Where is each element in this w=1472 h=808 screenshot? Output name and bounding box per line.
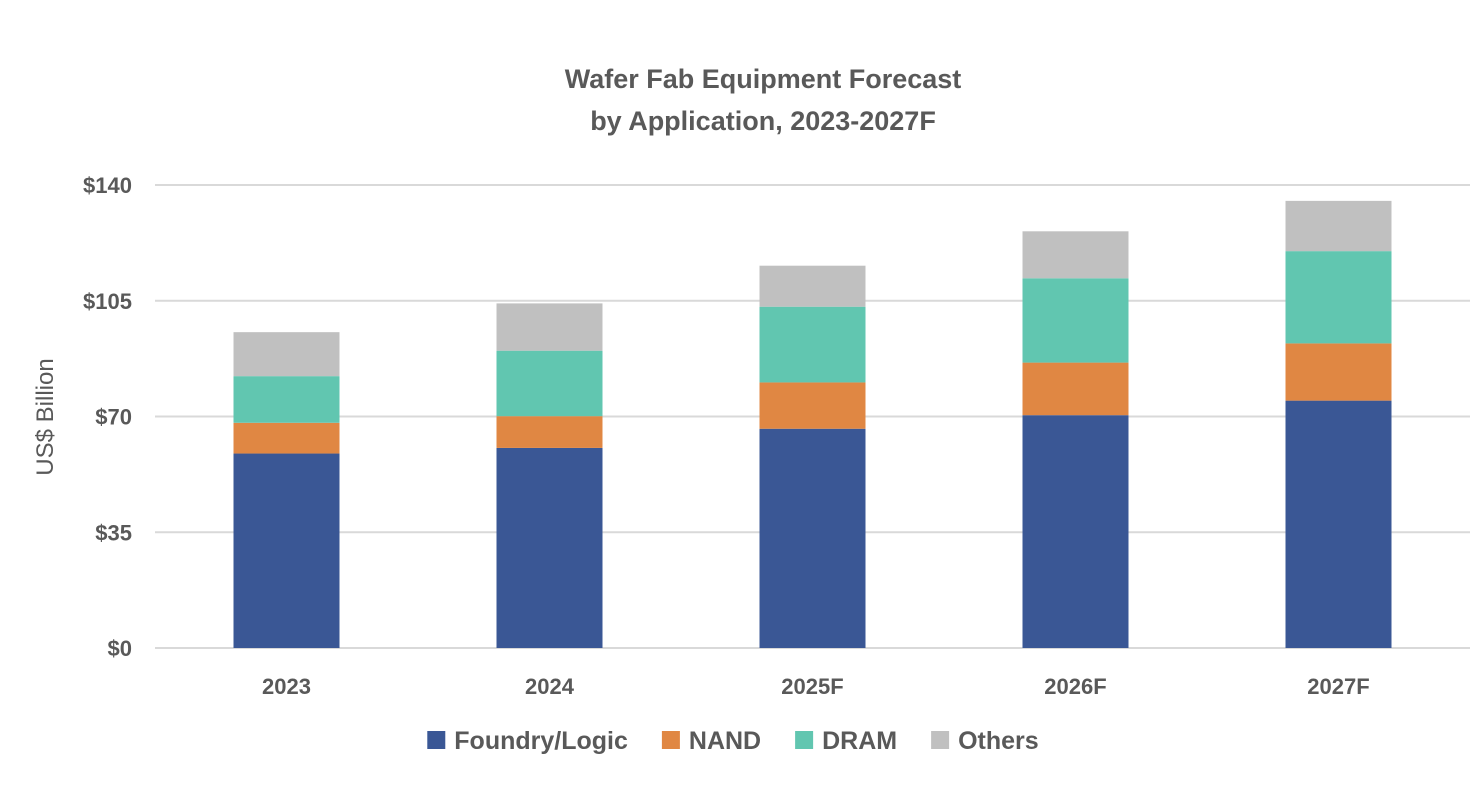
x-tick-label: 2023 <box>262 674 311 699</box>
chart-title-line-2: by Application, 2023-2027F <box>590 106 936 136</box>
y-axis-ticks: $0 $35 $70 $105 $140 <box>83 173 132 661</box>
bar-segment-foundry-logic <box>759 428 866 648</box>
bar-stack-2026F <box>1022 231 1129 648</box>
bar-segment-dram <box>1022 278 1129 363</box>
x-tick-label: 2026F <box>1044 674 1106 699</box>
x-tick-label: 2027F <box>1307 674 1369 699</box>
bar-segment-others <box>759 265 866 307</box>
legend-item-others: Others <box>931 727 1039 755</box>
legend-label: NAND <box>689 727 761 755</box>
legend-label: Others <box>958 727 1039 755</box>
bar-segment-foundry-logic <box>496 447 603 648</box>
bar-stack-2027F <box>1285 200 1392 648</box>
bar-segment-nand <box>1285 343 1392 401</box>
x-tick-label: 2024 <box>525 674 575 699</box>
bar-stack-2023 <box>233 332 340 648</box>
chart-title-line-1: Wafer Fab Equipment Forecast <box>565 64 962 94</box>
bar-segment-foundry-logic <box>1285 400 1392 648</box>
y-tick-label: $105 <box>83 289 132 314</box>
legend: Foundry/Logic NAND DRAM Others <box>427 727 1039 755</box>
bar-segment-dram <box>496 350 603 417</box>
bar-segment-others <box>233 332 340 377</box>
bar-segment-others <box>496 303 603 351</box>
legend-swatch <box>795 731 814 749</box>
bar-segment-foundry-logic <box>233 453 340 648</box>
legend-label: Foundry/Logic <box>454 727 628 755</box>
y-tick-label: $140 <box>83 173 132 198</box>
bar-segment-others <box>1285 200 1392 252</box>
bar-segment-dram <box>233 376 340 423</box>
bar-segment-dram <box>759 306 866 383</box>
legend-swatch <box>427 731 446 749</box>
bar-segment-others <box>1022 231 1129 279</box>
legend-item-foundry-logic: Foundry/Logic <box>427 727 628 755</box>
bar-segment-nand <box>233 422 340 454</box>
bar-segment-foundry-logic <box>1022 415 1129 648</box>
bar-segment-nand <box>1022 362 1129 416</box>
legend-label: DRAM <box>822 727 897 755</box>
x-tick-label: 2025F <box>781 674 843 699</box>
x-axis-ticks: 2023 2024 2025F 2026F 2027F <box>262 674 1370 699</box>
bar-stacks <box>233 200 1392 648</box>
legend-item-dram: DRAM <box>795 727 897 755</box>
bar-segment-dram <box>1285 251 1392 344</box>
y-tick-label: $0 <box>108 636 132 661</box>
y-tick-label: $70 <box>95 405 132 430</box>
y-axis-title: US$ Billion <box>32 358 59 475</box>
legend-swatch <box>661 731 680 749</box>
legend-swatch <box>931 731 950 749</box>
bar-segment-nand <box>759 382 866 429</box>
bar-stack-2025F <box>759 265 866 648</box>
bar-stack-2024 <box>496 303 603 648</box>
legend-item-nand: NAND <box>661 727 761 755</box>
y-tick-label: $35 <box>95 520 132 545</box>
bar-segment-nand <box>496 416 603 448</box>
